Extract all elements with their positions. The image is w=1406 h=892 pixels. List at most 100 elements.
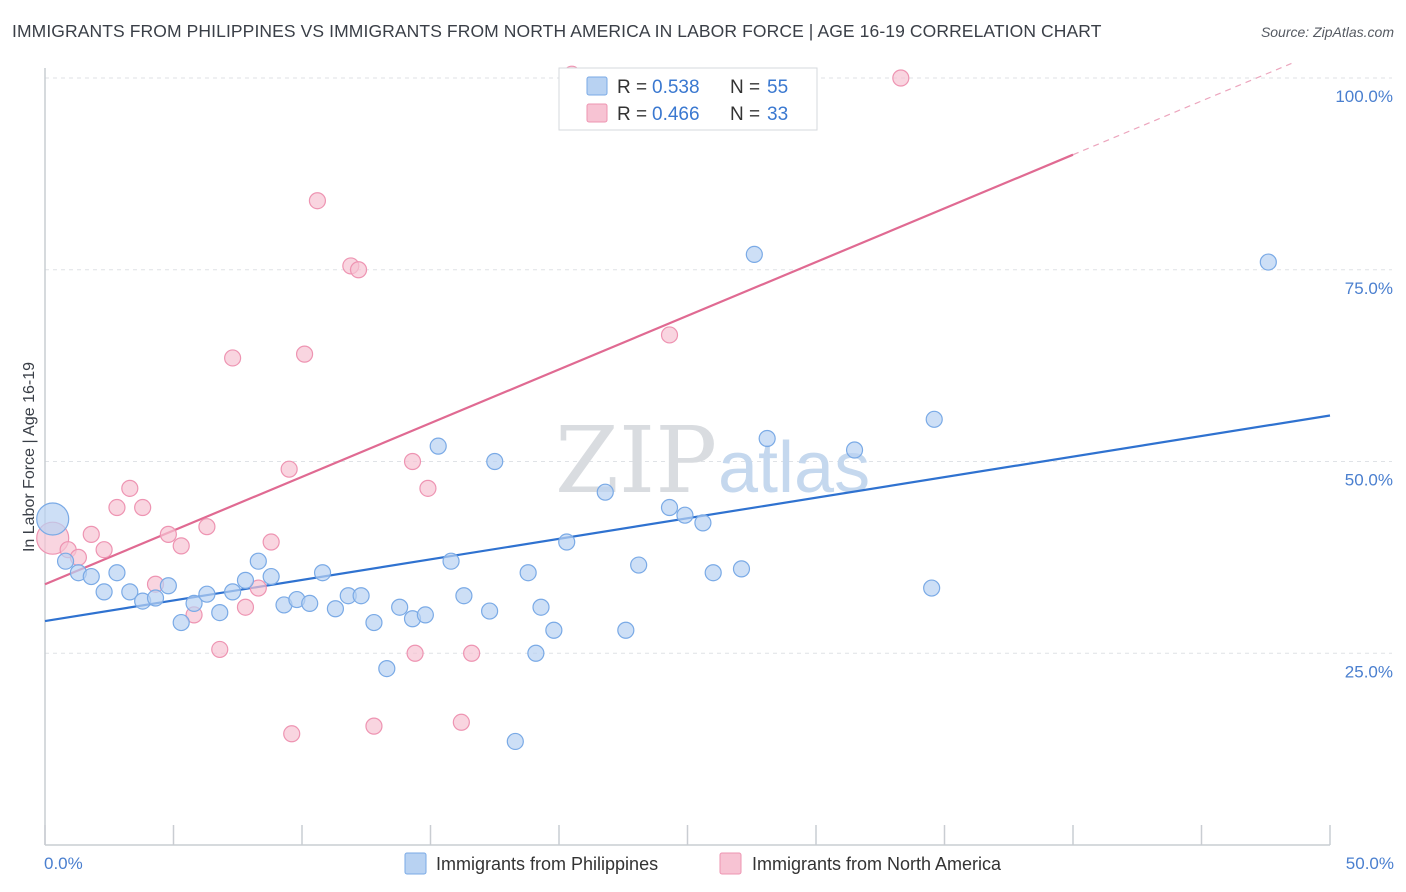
philippines-point <box>694 514 712 532</box>
legend-r-label-2: R = <box>617 104 647 125</box>
philippines-point <box>442 552 460 570</box>
north-america-point <box>262 533 280 551</box>
north-america-point <box>365 717 383 735</box>
north-america-point <box>95 541 113 559</box>
philippines-point <box>532 598 550 616</box>
north-america-point <box>198 518 216 536</box>
philippines-point <box>82 567 100 586</box>
north-america-point <box>236 598 255 616</box>
north-america-point <box>892 69 910 87</box>
legend-n-label-1: N = <box>730 77 760 98</box>
philippines-point <box>1259 253 1277 271</box>
y-axis-title: In Labor Force | Age 16-19 <box>21 362 38 552</box>
philippines-point <box>519 564 537 582</box>
legend-r-label-1: R = <box>617 77 647 98</box>
philippines-point <box>313 564 332 582</box>
north-america-point <box>660 326 679 344</box>
north-america-point <box>308 192 327 210</box>
y-tick-labels: 25.0% 50.0% 75.0% 100.0% <box>1335 87 1393 681</box>
y-tick-label-50: 50.0% <box>1345 471 1393 490</box>
philippines-point <box>416 606 434 624</box>
x-tick-label-max: 50.0% <box>1346 854 1394 873</box>
chart-title: IMMIGRANTS FROM PHILIPPINES VS IMMIGRANT… <box>12 21 1102 41</box>
north-america-point <box>280 460 298 478</box>
legend-n-label-2: N = <box>730 104 760 125</box>
philippines-point <box>429 437 447 455</box>
bottom-legend-swatch-blue <box>404 852 427 875</box>
philippines-point <box>198 585 216 603</box>
north-america-point <box>224 349 242 367</box>
north-america-point <box>403 452 422 471</box>
north-america-point <box>283 725 301 743</box>
bottom-legend-label-blue: Immigrants from Philippines <box>436 854 658 874</box>
trend-line-north-america <box>44 153 1074 586</box>
philippines-point <box>745 245 763 264</box>
philippines-point <box>676 506 694 524</box>
legend-r-value-1: 0.538 <box>652 77 700 98</box>
watermark: ZIP atlas <box>555 407 870 514</box>
north-america-point <box>108 498 126 517</box>
north-america-point <box>406 644 424 662</box>
data-points <box>36 65 1277 751</box>
bottom-legend-swatch-pink <box>719 852 742 875</box>
y-tick-label-100: 100.0% <box>1335 87 1393 106</box>
philippines-point <box>301 594 319 612</box>
philippines-point <box>486 452 504 471</box>
north-america-point <box>211 640 229 659</box>
north-america-point <box>134 498 152 517</box>
north-america-point <box>249 579 267 597</box>
philippines-point <box>481 602 499 620</box>
philippines-point <box>704 564 722 582</box>
legend-box: R = 0.538 N = 55 R = 0.466 N = 33 <box>558 67 818 131</box>
philippines-point <box>365 613 383 632</box>
philippines-point <box>596 483 614 501</box>
philippines-point <box>660 498 679 517</box>
philippines-point <box>558 533 576 551</box>
philippines-point <box>527 644 545 662</box>
philippines-point <box>617 621 635 639</box>
philippines-point <box>249 552 267 570</box>
philippines-point <box>121 583 139 601</box>
y-tick-label-25: 25.0% <box>1345 662 1393 681</box>
trend-line-north-america-extension <box>1072 62 1292 156</box>
philippines-point <box>378 659 396 678</box>
north-america-point <box>172 537 190 555</box>
philippines-point <box>172 613 190 632</box>
x-axis-ticks <box>44 825 1331 845</box>
philippines-point <box>455 587 473 605</box>
legend-n-value-1: 55 <box>767 77 788 98</box>
philippines-point <box>630 556 648 574</box>
y-tick-label-75: 75.0% <box>1345 279 1393 298</box>
source-credit: Source: ZipAtlas.com <box>1260 24 1394 40</box>
philippines-point <box>185 594 203 612</box>
watermark-atlas: atlas <box>718 428 870 508</box>
philippines-point <box>506 732 524 751</box>
watermark-zip: ZIP <box>555 407 717 514</box>
north-america-point <box>159 525 177 543</box>
north-america-point <box>419 479 437 497</box>
philippines-point <box>224 583 242 601</box>
bottom-legend: Immigrants from Philippines Immigrants f… <box>404 852 1002 875</box>
philippines-point <box>159 577 177 595</box>
philippines-point <box>326 600 345 618</box>
philippines-point <box>236 571 255 589</box>
north-america-point <box>82 525 100 543</box>
north-america-point <box>463 644 481 662</box>
philippines-point <box>146 589 165 607</box>
philippines-point <box>758 429 776 448</box>
north-america-point <box>452 713 470 731</box>
north-america-point <box>295 345 314 363</box>
x-tick-label-min: 0.0% <box>44 854 83 873</box>
legend-swatch-pink <box>586 103 608 123</box>
grid-lines <box>45 77 1392 654</box>
philippines-point <box>545 621 563 639</box>
philippines-point <box>925 410 943 428</box>
north-america-point <box>349 261 368 279</box>
philippines-point <box>95 583 113 601</box>
philippines-point <box>211 603 229 622</box>
philippines-point <box>36 502 70 536</box>
philippines-point <box>352 587 370 605</box>
philippines-point <box>56 552 75 570</box>
philippines-point <box>262 567 280 586</box>
